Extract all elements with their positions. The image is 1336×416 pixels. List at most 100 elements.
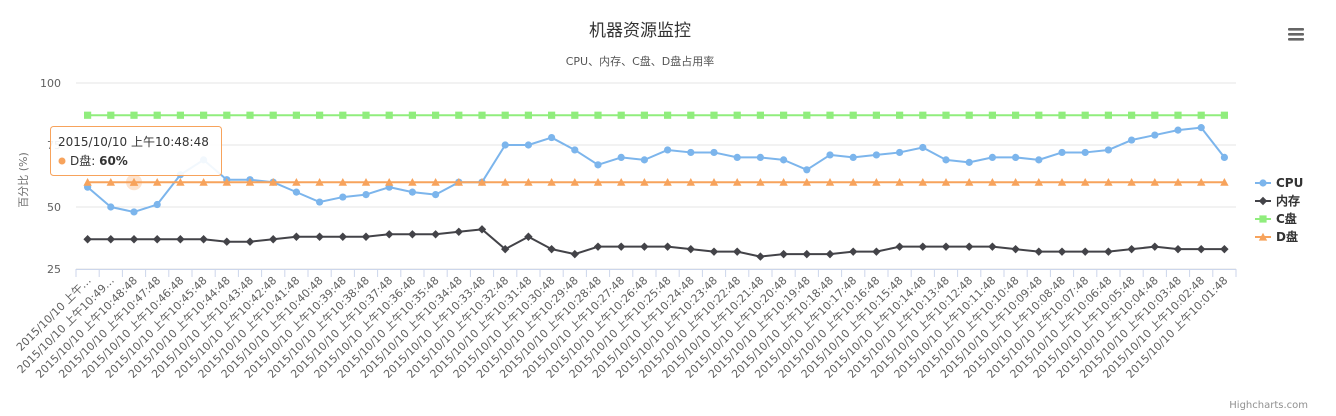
- data-point[interactable]: [733, 111, 741, 119]
- data-point[interactable]: [106, 178, 115, 186]
- data-point[interactable]: [710, 148, 718, 157]
- data-point[interactable]: [1127, 244, 1136, 254]
- data-point[interactable]: [199, 235, 208, 244]
- data-point[interactable]: [130, 208, 138, 216]
- data-point[interactable]: [199, 178, 208, 186]
- data-point[interactable]: [1104, 111, 1112, 119]
- data-point[interactable]: [570, 249, 579, 259]
- data-point[interactable]: [316, 198, 324, 206]
- data-point[interactable]: [686, 244, 695, 254]
- data-point[interactable]: [408, 188, 416, 196]
- data-point[interactable]: [548, 133, 556, 142]
- data-point[interactable]: [455, 111, 463, 119]
- data-point[interactable]: [1058, 148, 1066, 157]
- data-point[interactable]: [338, 232, 347, 241]
- data-point[interactable]: [965, 158, 973, 166]
- data-point[interactable]: [385, 111, 393, 119]
- data-point[interactable]: [779, 249, 788, 259]
- data-point[interactable]: [1128, 136, 1136, 144]
- data-point[interactable]: [1151, 131, 1159, 139]
- data-point[interactable]: [1104, 247, 1113, 256]
- data-point[interactable]: [385, 230, 394, 239]
- data-point[interactable]: [571, 146, 579, 154]
- data-point[interactable]: [292, 232, 301, 241]
- data-point[interactable]: [1150, 178, 1159, 186]
- data-point[interactable]: [107, 111, 115, 119]
- data-point[interactable]: [896, 111, 904, 119]
- data-point[interactable]: [1150, 242, 1159, 251]
- data-point[interactable]: [548, 111, 556, 119]
- data-point[interactable]: [1197, 124, 1205, 132]
- data-point[interactable]: [872, 151, 881, 159]
- data-point[interactable]: [431, 230, 440, 239]
- data-point[interactable]: [988, 111, 996, 119]
- data-point[interactable]: [593, 242, 603, 251]
- data-point[interactable]: [733, 247, 742, 256]
- data-point[interactable]: [129, 235, 139, 244]
- data-point[interactable]: [617, 242, 626, 251]
- data-point[interactable]: [454, 227, 463, 236]
- data-point[interactable]: [918, 178, 927, 186]
- data-point[interactable]: [547, 178, 556, 186]
- data-point[interactable]: [362, 191, 370, 199]
- data-point[interactable]: [408, 230, 417, 239]
- data-point[interactable]: [1128, 111, 1136, 119]
- data-point[interactable]: [1220, 153, 1228, 161]
- data-point[interactable]: [338, 178, 347, 186]
- data-point[interactable]: [1012, 111, 1020, 119]
- data-point[interactable]: [200, 111, 208, 119]
- data-point[interactable]: [153, 200, 161, 209]
- legend-item[interactable]: C盘: [1255, 211, 1297, 226]
- data-point[interactable]: [849, 178, 858, 186]
- data-point[interactable]: [501, 178, 510, 186]
- data-point[interactable]: [780, 111, 788, 119]
- data-point[interactable]: [663, 242, 672, 251]
- data-point[interactable]: [640, 178, 649, 186]
- data-point[interactable]: [1034, 178, 1043, 186]
- data-point[interactable]: [640, 156, 649, 164]
- legend[interactable]: CPU 内存 C盘 D盘: [1255, 176, 1303, 244]
- data-point[interactable]: [640, 242, 649, 251]
- data-point[interactable]: [872, 111, 880, 119]
- data-point[interactable]: [524, 178, 533, 186]
- legend-marker[interactable]: [1259, 215, 1267, 223]
- data-point[interactable]: [478, 111, 486, 119]
- data-point[interactable]: [849, 153, 857, 161]
- data-point[interactable]: [709, 178, 719, 186]
- data-point[interactable]: [988, 178, 997, 186]
- data-point[interactable]: [1173, 178, 1183, 186]
- data-point[interactable]: [849, 247, 858, 256]
- data-point[interactable]: [269, 178, 278, 186]
- data-point[interactable]: [1035, 111, 1043, 119]
- data-point[interactable]: [245, 237, 255, 246]
- data-point[interactable]: [594, 111, 602, 119]
- data-point[interactable]: [756, 153, 765, 161]
- data-point[interactable]: [965, 111, 973, 119]
- data-point[interactable]: [269, 111, 277, 119]
- data-point[interactable]: [825, 249, 835, 259]
- data-point[interactable]: [107, 203, 115, 211]
- data-point[interactable]: [316, 111, 324, 119]
- data-point[interactable]: [849, 111, 857, 119]
- data-point[interactable]: [1081, 111, 1089, 119]
- data-point[interactable]: [594, 161, 602, 169]
- data-point[interactable]: [176, 235, 185, 244]
- data-point[interactable]: [617, 178, 626, 186]
- data-point[interactable]: [547, 244, 556, 254]
- data-point[interactable]: [895, 178, 904, 186]
- data-point[interactable]: [1057, 247, 1067, 256]
- data-point[interactable]: [130, 111, 138, 119]
- data-point[interactable]: [872, 247, 881, 256]
- data-point[interactable]: [501, 244, 510, 254]
- data-point[interactable]: [524, 111, 532, 119]
- data-point[interactable]: [664, 146, 672, 154]
- data-point[interactable]: [83, 178, 92, 186]
- data-point[interactable]: [825, 178, 835, 186]
- data-point[interactable]: [617, 111, 625, 119]
- data-point[interactable]: [965, 242, 974, 251]
- data-point[interactable]: [176, 111, 184, 119]
- data-point[interactable]: [826, 111, 834, 119]
- data-point[interactable]: [292, 188, 300, 196]
- data-point[interactable]: [733, 178, 742, 186]
- data-point[interactable]: [408, 178, 417, 186]
